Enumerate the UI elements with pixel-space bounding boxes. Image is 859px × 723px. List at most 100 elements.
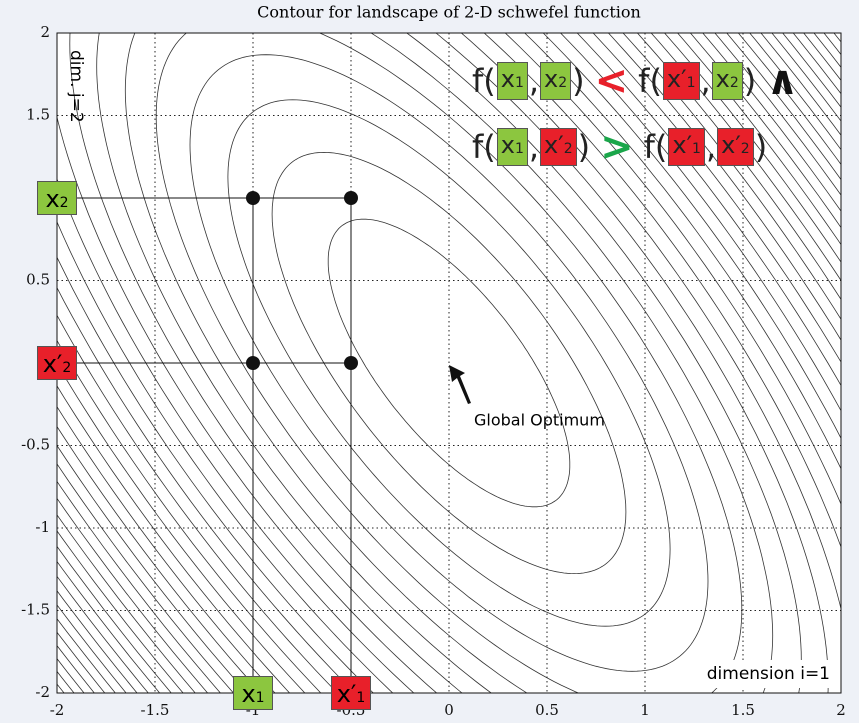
formula-row: f(x 1, x 2) < f(x′ 1, x 2) ∧ (472, 58, 809, 104)
point (344, 191, 358, 205)
box-main: x′ (721, 131, 741, 159)
box-main: x (500, 131, 515, 159)
x-tick-label: 1 (640, 701, 650, 719)
point (344, 356, 358, 370)
x-tick-label: 0 (444, 701, 454, 719)
marker-main: x′ (42, 350, 63, 378)
x-label-bg (684, 660, 834, 688)
box-main: x (715, 65, 730, 93)
box-sub: 1 (692, 141, 701, 157)
contour-line (57, 33, 841, 693)
formula-text: ) (743, 62, 757, 100)
y-tick-label: 0.5 (26, 271, 50, 289)
marker-main: x (241, 680, 256, 708)
formula-text: , (528, 128, 540, 166)
y-tick-label: -1 (35, 518, 50, 536)
box-sub: 2 (740, 141, 750, 157)
box-sub: 1 (514, 141, 524, 157)
contour-line (69, 33, 829, 693)
box-main: x′ (672, 131, 693, 159)
marker-sub: 1 (356, 690, 366, 706)
point (246, 356, 260, 370)
box-main: x (544, 65, 559, 93)
contour-line (124, 33, 774, 693)
x-tick-label: -1.5 (141, 701, 170, 719)
y-tick-label: -2 (35, 683, 50, 701)
y-tick-label: -1.5 (21, 601, 50, 619)
formula-text: , (705, 128, 717, 166)
contour-line (227, 99, 671, 627)
guides (57, 197, 352, 693)
box-sub: 1 (514, 75, 524, 91)
x-marker: x′ 1 (331, 676, 371, 710)
box-sub: 2 (558, 75, 568, 91)
point (246, 191, 260, 205)
x-tick-label: 0.5 (535, 701, 559, 719)
formula-text: ) (572, 62, 585, 100)
marker-sub: 2 (59, 195, 69, 211)
formula-text: ) (754, 128, 768, 166)
y-tick-label: -0.5 (21, 436, 50, 454)
box-sub: 2 (729, 75, 739, 91)
y-tick-label: 2 (40, 23, 50, 41)
box-sub: 2 (563, 141, 573, 157)
formula-operator: ∧ (766, 58, 799, 104)
chart-title: Contour for landscape of 2-D schwefel fu… (257, 3, 641, 22)
x-tick-label: -2 (50, 701, 65, 719)
formula-row: f(x 1, x′ 2) > f(x′ 1, x′ 2) (472, 124, 768, 170)
x-tick-label: 2 (836, 701, 846, 719)
box-main: x′ (666, 65, 687, 93)
formula-text: , (700, 62, 711, 100)
box-main: x′ (544, 131, 564, 159)
y-tick-label: 1.5 (26, 106, 50, 124)
annotation: Global Optimum (474, 411, 605, 430)
box-sub: 1 (686, 75, 696, 91)
marker-sub: 1 (255, 690, 265, 706)
formula-text: , (528, 62, 540, 100)
annotation-arrow (449, 365, 471, 404)
formula-text: f( (472, 62, 496, 100)
formula-text: f( (638, 62, 662, 100)
formula-box: x′ 2 (717, 128, 754, 166)
contour-line (327, 218, 571, 508)
contour-line (57, 33, 841, 693)
formula-box: x′ 2 (540, 128, 577, 166)
y-marker: x′ 2 (37, 346, 77, 380)
contour-line (96, 33, 802, 693)
formula-text: f( (643, 128, 668, 166)
formula-operator: < (594, 58, 629, 104)
formula-operator: > (600, 124, 634, 170)
contour-line (155, 33, 743, 693)
box-main: x (500, 65, 515, 93)
contour-line (271, 151, 627, 575)
formula-box: x′ 1 (668, 128, 705, 166)
formula-box: x′ 1 (662, 62, 700, 100)
marker-main: x′ (336, 680, 357, 708)
contour-line (189, 54, 709, 672)
y-axis-label: dim. j=2 (66, 50, 86, 123)
